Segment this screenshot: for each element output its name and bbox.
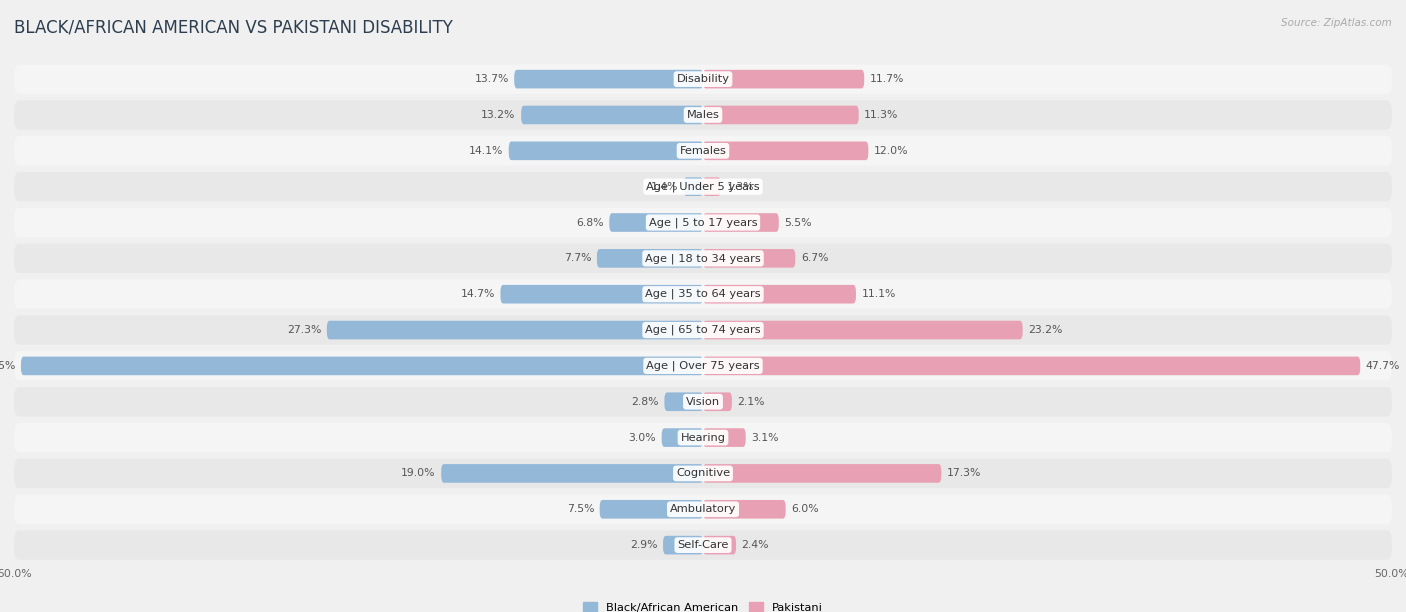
FancyBboxPatch shape (703, 141, 869, 160)
Text: 13.2%: 13.2% (481, 110, 516, 120)
Text: Age | Under 5 years: Age | Under 5 years (647, 181, 759, 192)
Text: Age | 5 to 17 years: Age | 5 to 17 years (648, 217, 758, 228)
FancyBboxPatch shape (703, 106, 859, 124)
Text: 14.7%: 14.7% (461, 289, 495, 299)
FancyBboxPatch shape (501, 285, 703, 304)
Text: 1.4%: 1.4% (651, 182, 678, 192)
FancyBboxPatch shape (14, 351, 1392, 381)
Text: 47.7%: 47.7% (1365, 361, 1400, 371)
FancyBboxPatch shape (515, 70, 703, 89)
FancyBboxPatch shape (14, 172, 1392, 201)
FancyBboxPatch shape (14, 64, 1392, 94)
FancyBboxPatch shape (14, 423, 1392, 452)
Text: Age | 65 to 74 years: Age | 65 to 74 years (645, 325, 761, 335)
Text: 19.0%: 19.0% (401, 468, 436, 479)
Text: 2.8%: 2.8% (631, 397, 659, 407)
Text: 2.4%: 2.4% (741, 540, 769, 550)
FancyBboxPatch shape (609, 213, 703, 232)
Text: 12.0%: 12.0% (875, 146, 908, 156)
FancyBboxPatch shape (703, 249, 796, 267)
Text: 2.1%: 2.1% (738, 397, 765, 407)
FancyBboxPatch shape (703, 500, 786, 518)
Text: 27.3%: 27.3% (287, 325, 322, 335)
FancyBboxPatch shape (662, 428, 703, 447)
Text: Self-Care: Self-Care (678, 540, 728, 550)
Text: 11.3%: 11.3% (865, 110, 898, 120)
Text: 6.7%: 6.7% (801, 253, 828, 263)
FancyBboxPatch shape (665, 392, 703, 411)
Text: 11.7%: 11.7% (870, 74, 904, 84)
Text: 23.2%: 23.2% (1028, 325, 1063, 335)
FancyBboxPatch shape (703, 428, 745, 447)
FancyBboxPatch shape (14, 244, 1392, 273)
Text: 6.8%: 6.8% (576, 217, 603, 228)
FancyBboxPatch shape (441, 464, 703, 483)
Text: 7.5%: 7.5% (567, 504, 595, 514)
Text: 3.1%: 3.1% (751, 433, 779, 442)
FancyBboxPatch shape (14, 100, 1392, 130)
Text: Males: Males (686, 110, 720, 120)
FancyBboxPatch shape (599, 500, 703, 518)
FancyBboxPatch shape (703, 321, 1022, 340)
Text: 5.5%: 5.5% (785, 217, 811, 228)
FancyBboxPatch shape (14, 208, 1392, 237)
FancyBboxPatch shape (598, 249, 703, 267)
FancyBboxPatch shape (14, 280, 1392, 309)
Text: Age | Over 75 years: Age | Over 75 years (647, 360, 759, 371)
FancyBboxPatch shape (522, 106, 703, 124)
FancyBboxPatch shape (703, 464, 942, 483)
FancyBboxPatch shape (14, 136, 1392, 165)
FancyBboxPatch shape (14, 459, 1392, 488)
FancyBboxPatch shape (21, 357, 703, 375)
FancyBboxPatch shape (14, 494, 1392, 524)
FancyBboxPatch shape (703, 70, 865, 89)
Text: Source: ZipAtlas.com: Source: ZipAtlas.com (1281, 18, 1392, 28)
Legend: Black/African American, Pakistani: Black/African American, Pakistani (578, 598, 828, 612)
Text: Age | 18 to 34 years: Age | 18 to 34 years (645, 253, 761, 264)
Text: 13.7%: 13.7% (474, 74, 509, 84)
FancyBboxPatch shape (664, 536, 703, 554)
Text: Age | 35 to 64 years: Age | 35 to 64 years (645, 289, 761, 299)
FancyBboxPatch shape (683, 177, 703, 196)
Text: 3.0%: 3.0% (628, 433, 657, 442)
Text: BLACK/AFRICAN AMERICAN VS PAKISTANI DISABILITY: BLACK/AFRICAN AMERICAN VS PAKISTANI DISA… (14, 18, 453, 36)
Text: Ambulatory: Ambulatory (669, 504, 737, 514)
Text: 6.0%: 6.0% (792, 504, 818, 514)
FancyBboxPatch shape (703, 285, 856, 304)
Text: Females: Females (679, 146, 727, 156)
FancyBboxPatch shape (703, 213, 779, 232)
Text: 14.1%: 14.1% (468, 146, 503, 156)
Text: Disability: Disability (676, 74, 730, 84)
FancyBboxPatch shape (703, 536, 737, 554)
Text: 2.9%: 2.9% (630, 540, 658, 550)
Text: Vision: Vision (686, 397, 720, 407)
Text: 17.3%: 17.3% (946, 468, 981, 479)
Text: 7.7%: 7.7% (564, 253, 592, 263)
Text: 11.1%: 11.1% (862, 289, 896, 299)
FancyBboxPatch shape (14, 531, 1392, 560)
FancyBboxPatch shape (509, 141, 703, 160)
FancyBboxPatch shape (326, 321, 703, 340)
FancyBboxPatch shape (703, 357, 1360, 375)
FancyBboxPatch shape (14, 387, 1392, 416)
Text: 49.5%: 49.5% (0, 361, 15, 371)
Text: Cognitive: Cognitive (676, 468, 730, 479)
FancyBboxPatch shape (703, 177, 721, 196)
Text: 1.3%: 1.3% (727, 182, 754, 192)
FancyBboxPatch shape (703, 392, 733, 411)
Text: Hearing: Hearing (681, 433, 725, 442)
FancyBboxPatch shape (14, 315, 1392, 345)
